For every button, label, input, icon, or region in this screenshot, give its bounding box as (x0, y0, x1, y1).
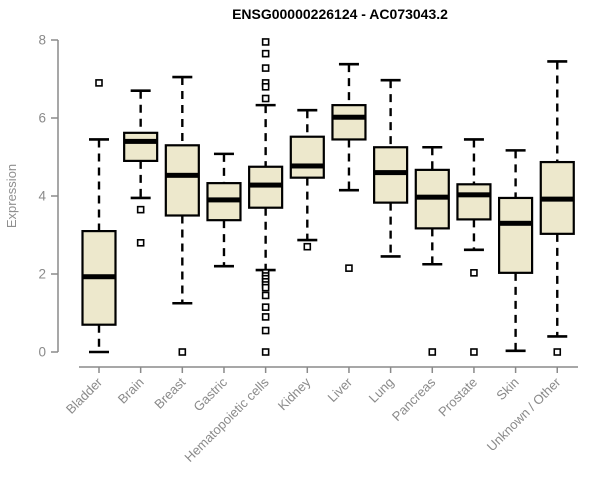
outlier-point (261, 49, 270, 58)
outlier-point (261, 94, 270, 103)
outlier-point (261, 326, 270, 335)
x-category-label: Kidney (275, 374, 314, 413)
x-category-label: Breast (151, 374, 188, 411)
outlier-point (95, 79, 103, 87)
x-category-label: Skin (493, 375, 521, 403)
box-group (331, 62, 367, 272)
median-line (457, 192, 491, 198)
box-group (248, 38, 284, 356)
box-group (498, 149, 534, 353)
x-category-label: Liver (325, 374, 356, 405)
iqr-box (289, 135, 325, 179)
x-category-label: Gastric (190, 374, 230, 414)
outlier-point (470, 269, 478, 277)
y-tick-label: 0 (38, 345, 46, 360)
box-group (164, 75, 200, 356)
iqr-box (331, 104, 367, 141)
iqr-box (164, 144, 200, 217)
box-group (539, 60, 575, 356)
box-series (81, 38, 575, 356)
median-line (332, 114, 366, 120)
x-category-label: Pancreas (389, 374, 439, 424)
outlier-point (136, 239, 145, 247)
box-group (289, 108, 325, 251)
outlier-point (136, 205, 145, 214)
x-category-label: Brain (115, 375, 147, 407)
box-group (373, 78, 409, 258)
outlier-point (178, 348, 187, 356)
box-group (456, 138, 492, 356)
median-line (499, 220, 533, 226)
outlier-point (261, 303, 270, 311)
y-tick-label: 2 (38, 267, 46, 282)
outlier-point (428, 348, 437, 356)
x-category-label: Bladder (63, 374, 106, 417)
median-line (290, 163, 324, 169)
y-axis: 0 2 4 6 8 (38, 33, 59, 360)
median-line (374, 170, 408, 176)
median-line (82, 274, 116, 280)
box-group (414, 145, 450, 356)
x-category-label: Lung (366, 375, 397, 406)
median-line (249, 182, 283, 188)
iqr-box (498, 196, 534, 274)
outlier-point (261, 283, 270, 292)
y-axis-label: Expression (4, 164, 19, 228)
outlier-point (261, 38, 270, 46)
median-line (207, 197, 241, 203)
outlier-point (303, 242, 312, 251)
chart-title: ENSG00000226124 - AC073043.2 (232, 6, 448, 22)
box-group (206, 152, 242, 268)
median-line (124, 138, 158, 144)
outlier-point (470, 348, 478, 356)
outlier-point (261, 291, 270, 300)
outlier-point (261, 313, 270, 321)
box-group (123, 89, 159, 247)
y-tick-label: 8 (38, 33, 46, 48)
y-tick-label: 4 (38, 189, 46, 204)
iqr-box (456, 183, 492, 221)
box-group (81, 79, 117, 354)
outlier-point (261, 83, 270, 91)
median-line (540, 196, 574, 202)
median-line (415, 194, 449, 200)
outlier-point (261, 64, 270, 72)
outlier-point (261, 348, 270, 356)
x-category-label: Prostate (435, 375, 480, 420)
median-line (165, 172, 199, 178)
y-tick-label: 6 (38, 111, 46, 126)
x-category-label: Unknown / Other (484, 374, 564, 454)
iqr-box (123, 131, 159, 163)
outlier-point (553, 348, 562, 356)
outlier-point (345, 264, 353, 272)
